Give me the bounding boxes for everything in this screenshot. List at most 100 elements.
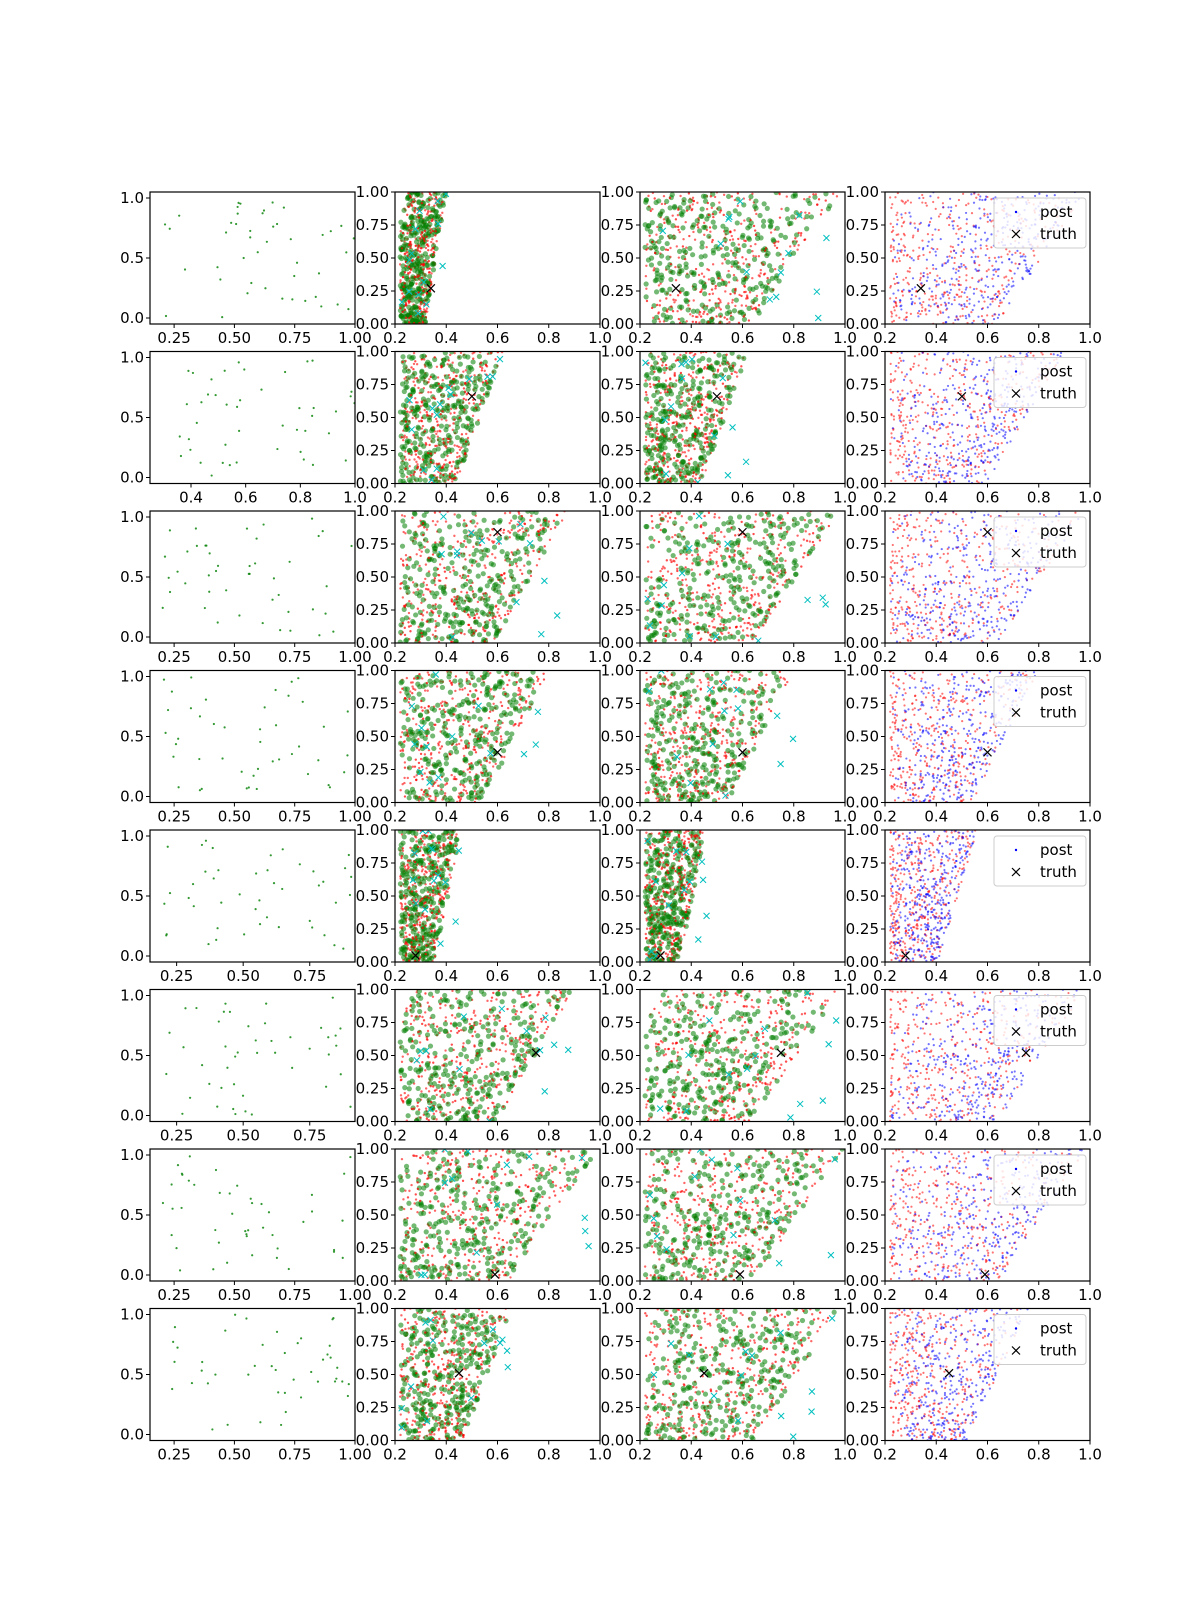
data-point <box>732 276 738 282</box>
data-point <box>751 249 754 253</box>
data-point <box>670 305 673 308</box>
data-point <box>996 453 999 456</box>
data-point <box>400 514 404 517</box>
data-point <box>744 304 748 308</box>
data-point <box>935 280 938 283</box>
data-point <box>1026 354 1029 358</box>
data-point <box>478 532 484 538</box>
data-point <box>404 264 407 268</box>
data-point <box>473 531 479 537</box>
data-point <box>486 382 489 385</box>
data-point <box>452 566 455 569</box>
truth-marker <box>957 391 967 401</box>
data-point <box>890 479 893 482</box>
data-point <box>964 476 967 479</box>
data-point <box>459 437 465 443</box>
data-point <box>694 477 697 480</box>
data-point <box>643 294 649 300</box>
data-point <box>742 197 746 200</box>
data-point <box>948 283 952 286</box>
data-point <box>922 427 925 430</box>
data-point <box>1015 418 1018 421</box>
data-point <box>458 455 461 458</box>
data-point <box>938 460 941 463</box>
data-point <box>1004 433 1007 436</box>
data-point <box>982 460 985 464</box>
data-point <box>417 477 423 483</box>
data-point <box>443 466 449 472</box>
data-point <box>669 192 675 198</box>
data-point <box>648 255 655 261</box>
y-tick-label: 0.50 <box>356 249 389 267</box>
data-point <box>304 299 307 302</box>
cyan-marker <box>710 432 718 440</box>
data-point <box>949 436 952 439</box>
data-point <box>216 621 219 624</box>
data-point <box>891 260 894 263</box>
data-point <box>430 438 436 444</box>
data-point <box>666 390 669 394</box>
data-point <box>911 428 914 431</box>
data-point <box>950 256 954 259</box>
data-point <box>656 432 660 436</box>
data-point <box>178 214 181 217</box>
data-point <box>411 416 414 420</box>
data-point <box>926 412 929 415</box>
data-point <box>979 289 982 292</box>
data-point <box>916 475 919 479</box>
truth-marker <box>426 283 436 293</box>
data-point <box>690 378 696 384</box>
data-point <box>897 289 900 292</box>
data-point <box>530 514 533 518</box>
data-point <box>690 308 697 314</box>
data-point <box>898 316 901 319</box>
data-point <box>418 548 421 551</box>
data-point <box>1015 410 1018 413</box>
data-point <box>973 304 976 307</box>
data-point <box>420 401 424 404</box>
data-point <box>210 378 213 381</box>
data-point <box>466 538 472 544</box>
data-point <box>904 430 907 433</box>
data-point <box>414 207 417 210</box>
data-point <box>447 619 453 625</box>
panel-r2-c1: 0.4 0.6 0.8 1.00.00.51.0 <box>120 349 367 507</box>
data-point <box>925 454 928 458</box>
axes-frame <box>149 191 356 325</box>
data-point <box>933 353 936 356</box>
data-point <box>683 479 689 484</box>
data-point <box>1028 270 1031 273</box>
data-point <box>913 286 917 289</box>
data-point <box>661 433 664 436</box>
data-point <box>314 295 317 298</box>
data-point <box>685 426 688 430</box>
data-point <box>951 224 955 227</box>
data-point <box>698 431 704 437</box>
data-point <box>890 310 893 313</box>
data-point <box>965 286 968 289</box>
data-point <box>719 308 722 311</box>
data-point <box>910 257 913 260</box>
data-point <box>415 424 421 430</box>
data-point <box>898 259 901 263</box>
data-point <box>965 472 968 476</box>
data-point <box>163 223 167 226</box>
data-point <box>697 400 700 403</box>
data-point <box>431 238 434 241</box>
data-point <box>422 289 425 293</box>
cyan-marker <box>725 215 732 223</box>
data-point <box>902 359 905 362</box>
data-point <box>968 298 971 301</box>
data-point <box>1013 272 1016 275</box>
data-point <box>985 244 988 247</box>
data-point <box>643 382 649 388</box>
data-point <box>825 206 832 212</box>
data-point <box>420 420 424 423</box>
data-point <box>657 355 660 358</box>
data-point <box>418 564 421 568</box>
data-point <box>448 472 452 476</box>
data-point <box>404 420 408 423</box>
data-point <box>455 374 458 378</box>
data-point <box>921 371 925 374</box>
data-point <box>178 435 181 438</box>
